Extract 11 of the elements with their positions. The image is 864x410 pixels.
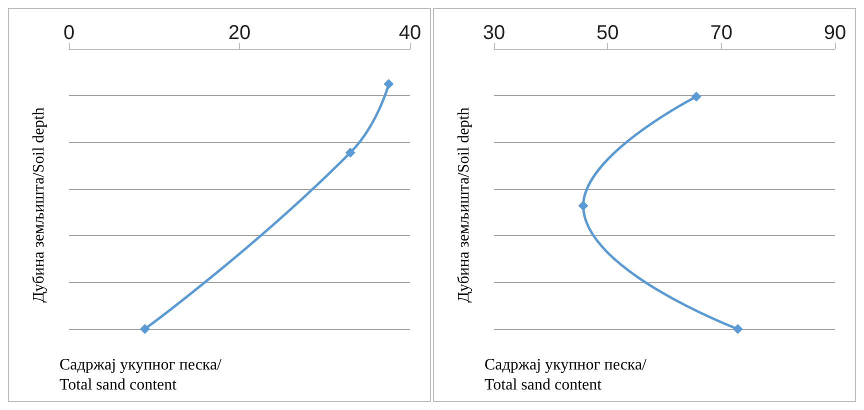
y-axis-title: Дубина земљишта/Soil depth — [30, 107, 48, 303]
x-tick-label: 40 — [398, 22, 422, 44]
x-tick-label: 0 — [63, 22, 75, 44]
x-tick-label: 30 — [482, 22, 506, 44]
x-tick-label: 50 — [596, 22, 619, 44]
y-axis-title: Дубина земљишта/Soil depth — [456, 107, 472, 303]
x-tick-label: 70 — [710, 22, 732, 44]
x-tick-label: 20 — [228, 22, 251, 44]
x-axis-title: Садржај укупног песка/Total sand content — [60, 356, 222, 394]
x-tick-label: 90 — [824, 22, 846, 44]
x-axis-title: Садржај укупног песка/Total sand content — [484, 356, 648, 394]
